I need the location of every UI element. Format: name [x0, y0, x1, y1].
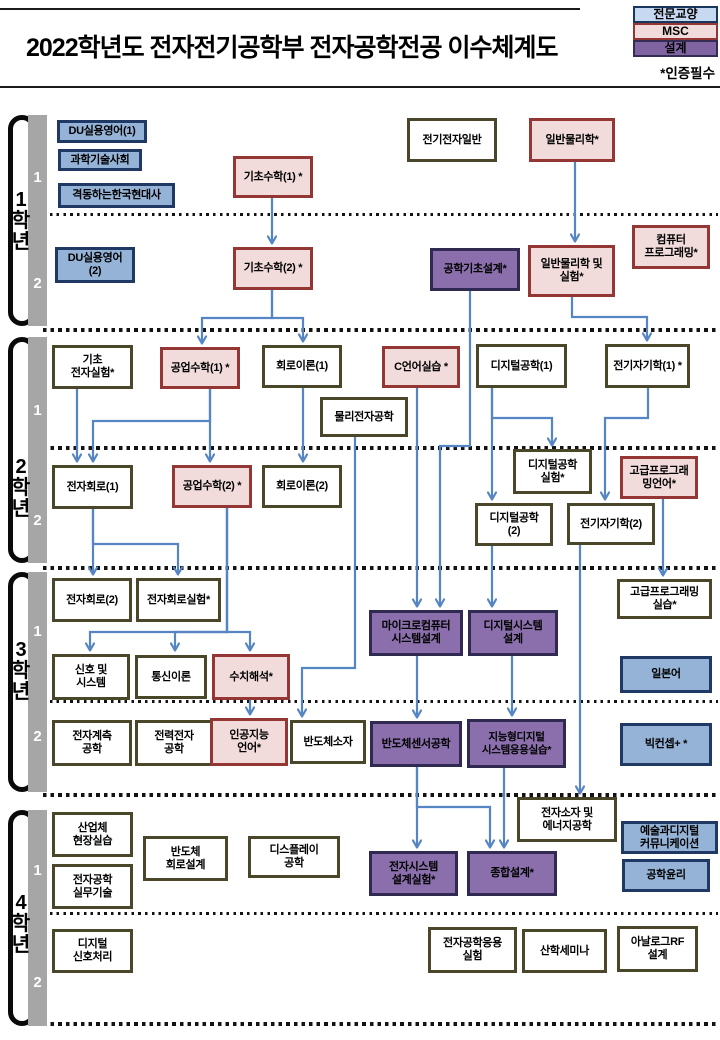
- legend-note: *인증필수: [660, 66, 715, 81]
- year-label-2: 2 학 년: [11, 456, 31, 520]
- course-box-industry-seminar: 산학세미나: [522, 929, 607, 973]
- semester-number-3-1: 1: [33, 623, 42, 640]
- course-box-big-concept: 빅컨셉+ *: [620, 723, 712, 766]
- course-box-eng-math-2: 공업수학(2) *: [172, 465, 252, 508]
- divider-year: [43, 1022, 718, 1026]
- course-box-digital-signal-processing: 디지털 신호처리: [52, 929, 133, 973]
- course-box-elec-circuit-1: 전자회로(1): [52, 465, 133, 509]
- course-box-physical-electronics: 물리전자공학: [320, 397, 408, 437]
- course-box-elec-device-energy: 전자소자 및 에너지공학: [517, 797, 617, 842]
- course-box-digital-system-design: 디지털시스템 설계: [468, 610, 558, 656]
- arrow-digital-eng-1-to-digital-eng-lab: [490, 388, 552, 445]
- course-box-semiconductor-devices: 반도체소자: [290, 720, 366, 764]
- legend-item-design: 설계: [633, 40, 718, 57]
- semester-number-4-1: 1: [33, 862, 42, 879]
- arrow-elec-circuit-1-to-elec-circuit-lab: [91, 509, 178, 574]
- divider-year: [43, 328, 718, 332]
- year-label-1: 1 학 년: [11, 189, 31, 253]
- arrow-general-physics-lab-to-electromagnetics-1: [570, 297, 647, 340]
- course-box-adv-prog-practice: 고급프로그래밍 실습*: [617, 579, 712, 619]
- course-box-digital-eng-1: 디지털공학(1): [476, 344, 567, 388]
- course-box-eng-ethics: 공학윤리: [622, 859, 710, 892]
- course-box-electromagnetics-1: 전기자기학(1) *: [605, 344, 690, 388]
- course-box-circuit-theory-1: 회로이론(1): [262, 345, 342, 388]
- legend: 전문교양 MSC 설계: [633, 6, 718, 57]
- year-semester-bar-3: [28, 572, 47, 792]
- year-label-3: 3 학 년: [11, 639, 31, 703]
- course-box-du-english-1: DU실용영어(1): [57, 120, 147, 143]
- arrow-semiconductor-sensor-to-capstone-design: [415, 767, 490, 847]
- legend-item-msc: MSC: [633, 23, 718, 40]
- course-box-du-english-2: DU실용영어 (2): [55, 247, 135, 283]
- course-box-industry-field-practice: 산업체 현장실습: [52, 812, 133, 857]
- course-box-electromagnetics-2: 전기자기학(2): [567, 503, 655, 545]
- year-label-4: 4 학 년: [11, 892, 31, 956]
- course-box-elec-practical-skills: 전자공학 실무기술: [52, 864, 133, 909]
- divider-sem: [43, 912, 718, 915]
- legend-item-liberal: 전문교양: [633, 6, 718, 23]
- semester-number-3-2: 2: [33, 728, 42, 745]
- arrow-basic-math-2-to-eng-math-1: [202, 290, 274, 343]
- course-box-art-digital-comm: 예술과디지털 커뮤니케이션: [621, 821, 718, 854]
- course-box-digital-eng-lab: 디지털공학 실험*: [513, 449, 592, 494]
- course-box-elec-measurement: 전자계측 공학: [52, 720, 132, 766]
- course-box-capstone-design: 종합설계*: [467, 851, 557, 896]
- divider-year: [43, 793, 718, 797]
- course-box-basic-math-1: 기초수학(1) *: [233, 156, 313, 198]
- course-box-general-physics: 일반물리학*: [529, 118, 615, 162]
- page-title: 2022학년도 전자전기공학부 전자공학전공 이수체계도: [26, 34, 558, 62]
- course-box-ai-language: 인공지능 언어*: [210, 718, 288, 766]
- course-box-intelligent-digital-practice: 지능형디지털 시스템응용실습*: [467, 719, 566, 768]
- course-box-eng-basic-design: 공학기초설계*: [430, 248, 520, 291]
- course-box-japanese: 일본어: [620, 656, 712, 693]
- divider-sem: [43, 213, 718, 216]
- course-box-power-electronics: 전력전자 공학: [135, 720, 213, 766]
- semester-number-2-2: 2: [33, 512, 42, 529]
- year-semester-bar-4: [28, 810, 47, 1026]
- divider-year: [43, 566, 718, 570]
- course-box-elec-general: 전기전자일반: [407, 118, 497, 162]
- course-box-circuit-theory-2: 회로이론(2): [262, 465, 342, 508]
- course-box-elec-circuit-2: 전자회로(2): [52, 578, 132, 622]
- course-box-numerical-analysis: 수치해석*: [212, 654, 290, 700]
- course-box-signals-systems: 신호 및 시스템: [52, 654, 130, 700]
- course-box-elec-circuit-lab: 전자회로실험*: [136, 578, 221, 622]
- course-box-semiconductor-sensor: 반도체센서공학: [370, 721, 462, 767]
- course-box-general-physics-lab: 일반물리학 및 실험*: [528, 245, 615, 297]
- course-box-semiconductor-circuit-design: 반도체 회로설계: [143, 836, 228, 881]
- semester-number-1-2: 2: [33, 275, 42, 292]
- course-box-eng-math-1: 공업수학(1) *: [160, 347, 240, 389]
- arrow-eng-math-2-to-numerical-analysis: [225, 508, 250, 650]
- header-rule-top: [0, 8, 580, 10]
- year-semester-bar-1: [28, 115, 47, 326]
- semester-number-4-2: 2: [33, 974, 42, 991]
- course-box-c-language-practice: C언어실습 *: [382, 346, 460, 388]
- course-box-elec-applied-lab: 전자공학응용 실험: [428, 927, 517, 973]
- course-box-adv-prog-language: 고급프로그래 밍언어*: [620, 456, 698, 499]
- course-box-micro-system-design: 마이크로컴퓨터 시스템설계: [369, 610, 463, 656]
- course-box-comm-theory: 통신이론: [135, 655, 207, 699]
- semester-number-2-1: 1: [33, 402, 42, 419]
- course-box-basic-math-2: 기초수학(2) *: [233, 247, 313, 290]
- year-semester-bar-2: [28, 337, 47, 563]
- course-box-digital-eng-2: 디지털공학 (2): [475, 503, 553, 546]
- course-box-display-eng: 디스플레이 공학: [248, 836, 340, 878]
- course-box-analog-rf-design: 아날로그RF 설계: [617, 926, 698, 972]
- header-rule-bottom: [0, 86, 720, 88]
- divider-sem: [43, 700, 718, 703]
- divider-year: [43, 446, 718, 450]
- course-box-sci-tech-society: 과학기술사회: [58, 149, 142, 171]
- course-box-computer-programming: 컴퓨터 프로그래밍*: [632, 225, 710, 269]
- arrow-basic-math-2-to-circuit-theory-1: [270, 290, 303, 341]
- course-box-basic-elec-lab: 기초 전자실험*: [52, 345, 133, 389]
- course-box-elec-system-design-lab: 전자시스템 설계실험*: [369, 851, 458, 896]
- semester-number-1-1: 1: [33, 169, 42, 186]
- course-box-korean-modern-history: 격동하는한국현대사: [58, 183, 175, 208]
- arrow-eng-math-1-to-elec-circuit-1: [93, 389, 212, 461]
